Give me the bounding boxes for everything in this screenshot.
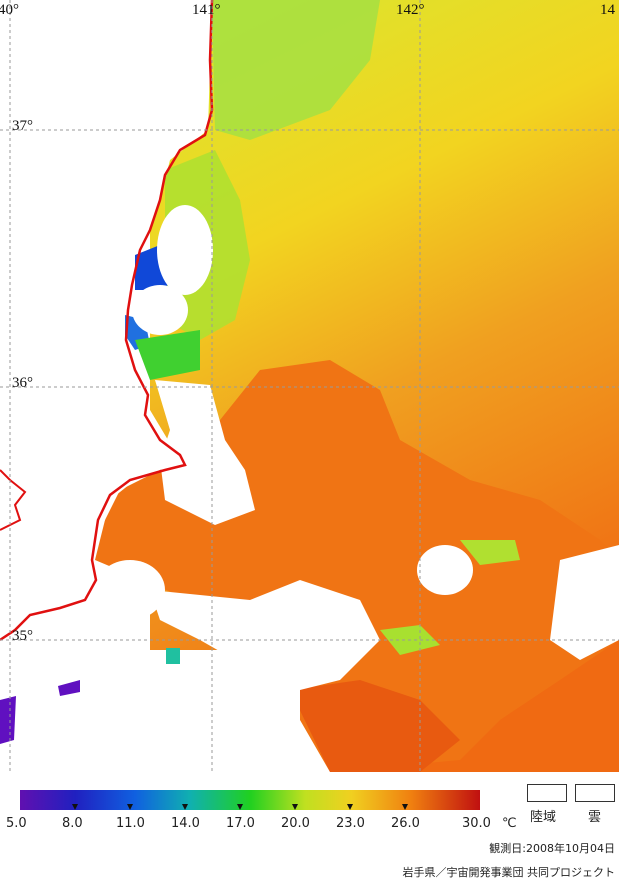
graticule — [0, 0, 619, 772]
colorbar-tick-5: 5.0 — [6, 816, 27, 831]
cloud-masks — [80, 205, 619, 772]
purple-pixels — [58, 680, 80, 696]
longitude-label-143: 14 — [600, 2, 615, 18]
land-legend-swatch — [527, 784, 567, 802]
land-southwest — [0, 600, 90, 772]
land-legend-label: 陸域 — [530, 810, 557, 825]
cloud-legend-label: 雲 — [588, 810, 602, 825]
longitude-label-141: 141° — [192, 2, 221, 18]
colorbar-tick-30: 30.0 — [462, 816, 491, 831]
colorbar-tick-marks — [72, 804, 408, 810]
colorbar-tick-20: 20.0 — [281, 816, 310, 831]
longitude-label-140: 40° — [0, 2, 19, 18]
longitude-label-142: 142° — [396, 2, 425, 18]
colorbar-tick-8: 8.0 — [62, 816, 83, 831]
colorbar-tick-17: 17.0 — [226, 816, 255, 831]
latitude-label-35: 35° — [12, 628, 33, 644]
colorbar-tick-14: 14.0 — [171, 816, 200, 831]
colorbar-unit: ℃ — [502, 816, 517, 831]
latitude-label-37: 37° — [12, 118, 33, 134]
cool-patch-east — [460, 540, 520, 565]
purple-pixels-2 — [0, 696, 16, 744]
land-region — [0, 0, 212, 640]
temperature-colorbar — [20, 790, 480, 810]
observation-date: 観測日:2008年10月04日 — [489, 842, 615, 855]
cool-water-north — [212, 0, 380, 140]
latitude-label-36: 36° — [12, 375, 33, 391]
coastline-inlet — [0, 469, 27, 531]
green-water-patch — [135, 330, 200, 380]
deep-warm-patch — [290, 680, 460, 772]
coastline — [0, 0, 214, 642]
teal-pixel — [166, 648, 180, 664]
sst-map — [0, 0, 619, 772]
colorbar-tick-23: 23.0 — [336, 816, 365, 831]
colorbar-tick-11: 11.0 — [116, 816, 145, 831]
credit-text: 岩手県／宇宙開発事業団 共同プロジェクト — [402, 866, 616, 879]
cloud-legend-swatch — [575, 784, 615, 802]
colorbar-tick-26: 26.0 — [391, 816, 420, 831]
